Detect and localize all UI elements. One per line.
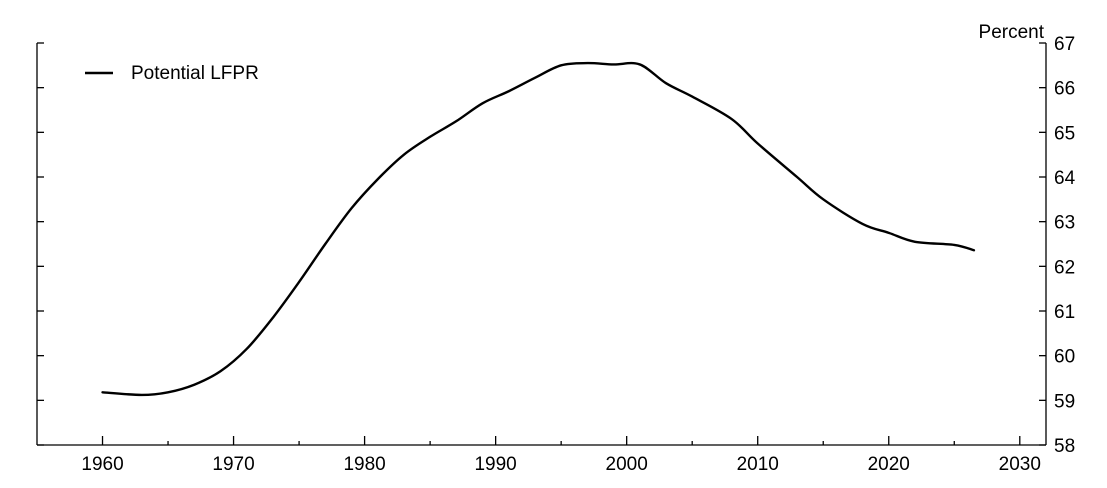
series-group xyxy=(101,61,976,397)
x-tick-label: 2030 xyxy=(999,454,1041,475)
tick-label-group: 58 59 60 61 62 63 64 65 66 67 1960 1970 1980 1990 2000… xyxy=(81,34,1075,475)
y-tick-label: 58 xyxy=(1054,436,1075,457)
legend: Potential LFPR xyxy=(85,63,259,84)
x-tick-label: 1990 xyxy=(474,454,516,475)
axes xyxy=(36,43,1047,446)
y-tick-label: 64 xyxy=(1054,168,1076,189)
y-tick-label: 62 xyxy=(1054,257,1075,278)
y-tick-label: 65 xyxy=(1054,123,1075,144)
y-axis-unit-label: Percent xyxy=(979,22,1045,43)
x-tick-label: 1970 xyxy=(212,454,254,475)
y-tick-label: 59 xyxy=(1054,391,1075,412)
y-tick-label: 61 xyxy=(1054,302,1075,323)
x-tick-label: 1980 xyxy=(343,454,385,475)
x-tick-label: 2010 xyxy=(737,454,779,475)
x-tick-label: 2000 xyxy=(606,454,648,475)
legend-label-potential-lfpr: Potential LFPR xyxy=(131,63,259,84)
x-tick-label: 2020 xyxy=(868,454,910,475)
x-tick-label: 1960 xyxy=(81,454,123,475)
tick-group xyxy=(37,42,1046,446)
y-tick-label: 66 xyxy=(1054,79,1075,100)
y-tick-label: 67 xyxy=(1054,34,1075,55)
y-tick-label: 60 xyxy=(1054,347,1075,368)
y-tick-label: 63 xyxy=(1054,213,1075,234)
series-line-potential-lfpr xyxy=(101,61,976,397)
